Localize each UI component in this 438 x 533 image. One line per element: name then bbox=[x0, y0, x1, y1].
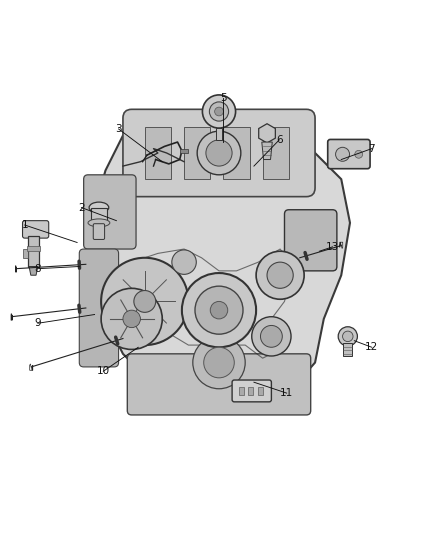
Text: 1: 1 bbox=[21, 220, 28, 230]
Polygon shape bbox=[29, 266, 38, 275]
Bar bbox=[145, 127, 171, 179]
Bar bbox=[343, 343, 352, 356]
Text: 12: 12 bbox=[365, 342, 378, 352]
Bar bbox=[215, 128, 223, 140]
Circle shape bbox=[195, 286, 243, 334]
Circle shape bbox=[267, 262, 293, 288]
Text: 13: 13 bbox=[326, 242, 339, 252]
Text: 10: 10 bbox=[97, 366, 110, 376]
Circle shape bbox=[197, 131, 241, 175]
Text: 6: 6 bbox=[276, 135, 283, 145]
Circle shape bbox=[343, 331, 353, 342]
Bar bbox=[180, 149, 187, 153]
Circle shape bbox=[209, 102, 229, 121]
Text: 3: 3 bbox=[115, 124, 122, 134]
Text: 7: 7 bbox=[368, 143, 375, 154]
Text: 9: 9 bbox=[35, 318, 41, 328]
FancyBboxPatch shape bbox=[285, 210, 337, 271]
Bar bbox=[223, 127, 250, 179]
Text: 5: 5 bbox=[220, 93, 227, 103]
Circle shape bbox=[336, 147, 350, 161]
Circle shape bbox=[261, 326, 283, 348]
Circle shape bbox=[193, 336, 245, 389]
Ellipse shape bbox=[88, 219, 110, 227]
Bar bbox=[258, 386, 263, 395]
FancyBboxPatch shape bbox=[79, 249, 119, 367]
Polygon shape bbox=[262, 142, 272, 159]
Polygon shape bbox=[88, 114, 350, 410]
Circle shape bbox=[338, 327, 357, 346]
Circle shape bbox=[206, 140, 232, 166]
FancyBboxPatch shape bbox=[127, 354, 311, 415]
Bar bbox=[27, 246, 39, 251]
Circle shape bbox=[123, 310, 141, 328]
FancyBboxPatch shape bbox=[328, 140, 370, 169]
Bar bbox=[22, 249, 28, 258]
Circle shape bbox=[202, 95, 236, 128]
Circle shape bbox=[252, 317, 291, 356]
Circle shape bbox=[182, 273, 256, 348]
Circle shape bbox=[204, 348, 234, 378]
Bar bbox=[239, 386, 244, 395]
Circle shape bbox=[355, 150, 363, 158]
Circle shape bbox=[134, 290, 155, 312]
Circle shape bbox=[256, 251, 304, 299]
Bar bbox=[184, 127, 210, 179]
FancyBboxPatch shape bbox=[232, 380, 272, 402]
Ellipse shape bbox=[89, 202, 109, 213]
Circle shape bbox=[215, 107, 223, 116]
Circle shape bbox=[101, 258, 188, 345]
Polygon shape bbox=[259, 124, 276, 143]
Bar bbox=[248, 386, 254, 395]
Text: 11: 11 bbox=[280, 388, 293, 398]
FancyBboxPatch shape bbox=[93, 224, 105, 239]
Circle shape bbox=[210, 302, 228, 319]
Text: 2: 2 bbox=[78, 203, 85, 213]
Circle shape bbox=[172, 250, 196, 274]
FancyBboxPatch shape bbox=[22, 221, 49, 238]
FancyBboxPatch shape bbox=[84, 175, 136, 249]
Bar bbox=[263, 127, 289, 179]
Bar bbox=[28, 236, 39, 266]
Bar bbox=[91, 207, 107, 223]
Circle shape bbox=[101, 288, 162, 350]
FancyBboxPatch shape bbox=[123, 109, 315, 197]
Text: 8: 8 bbox=[35, 264, 41, 273]
